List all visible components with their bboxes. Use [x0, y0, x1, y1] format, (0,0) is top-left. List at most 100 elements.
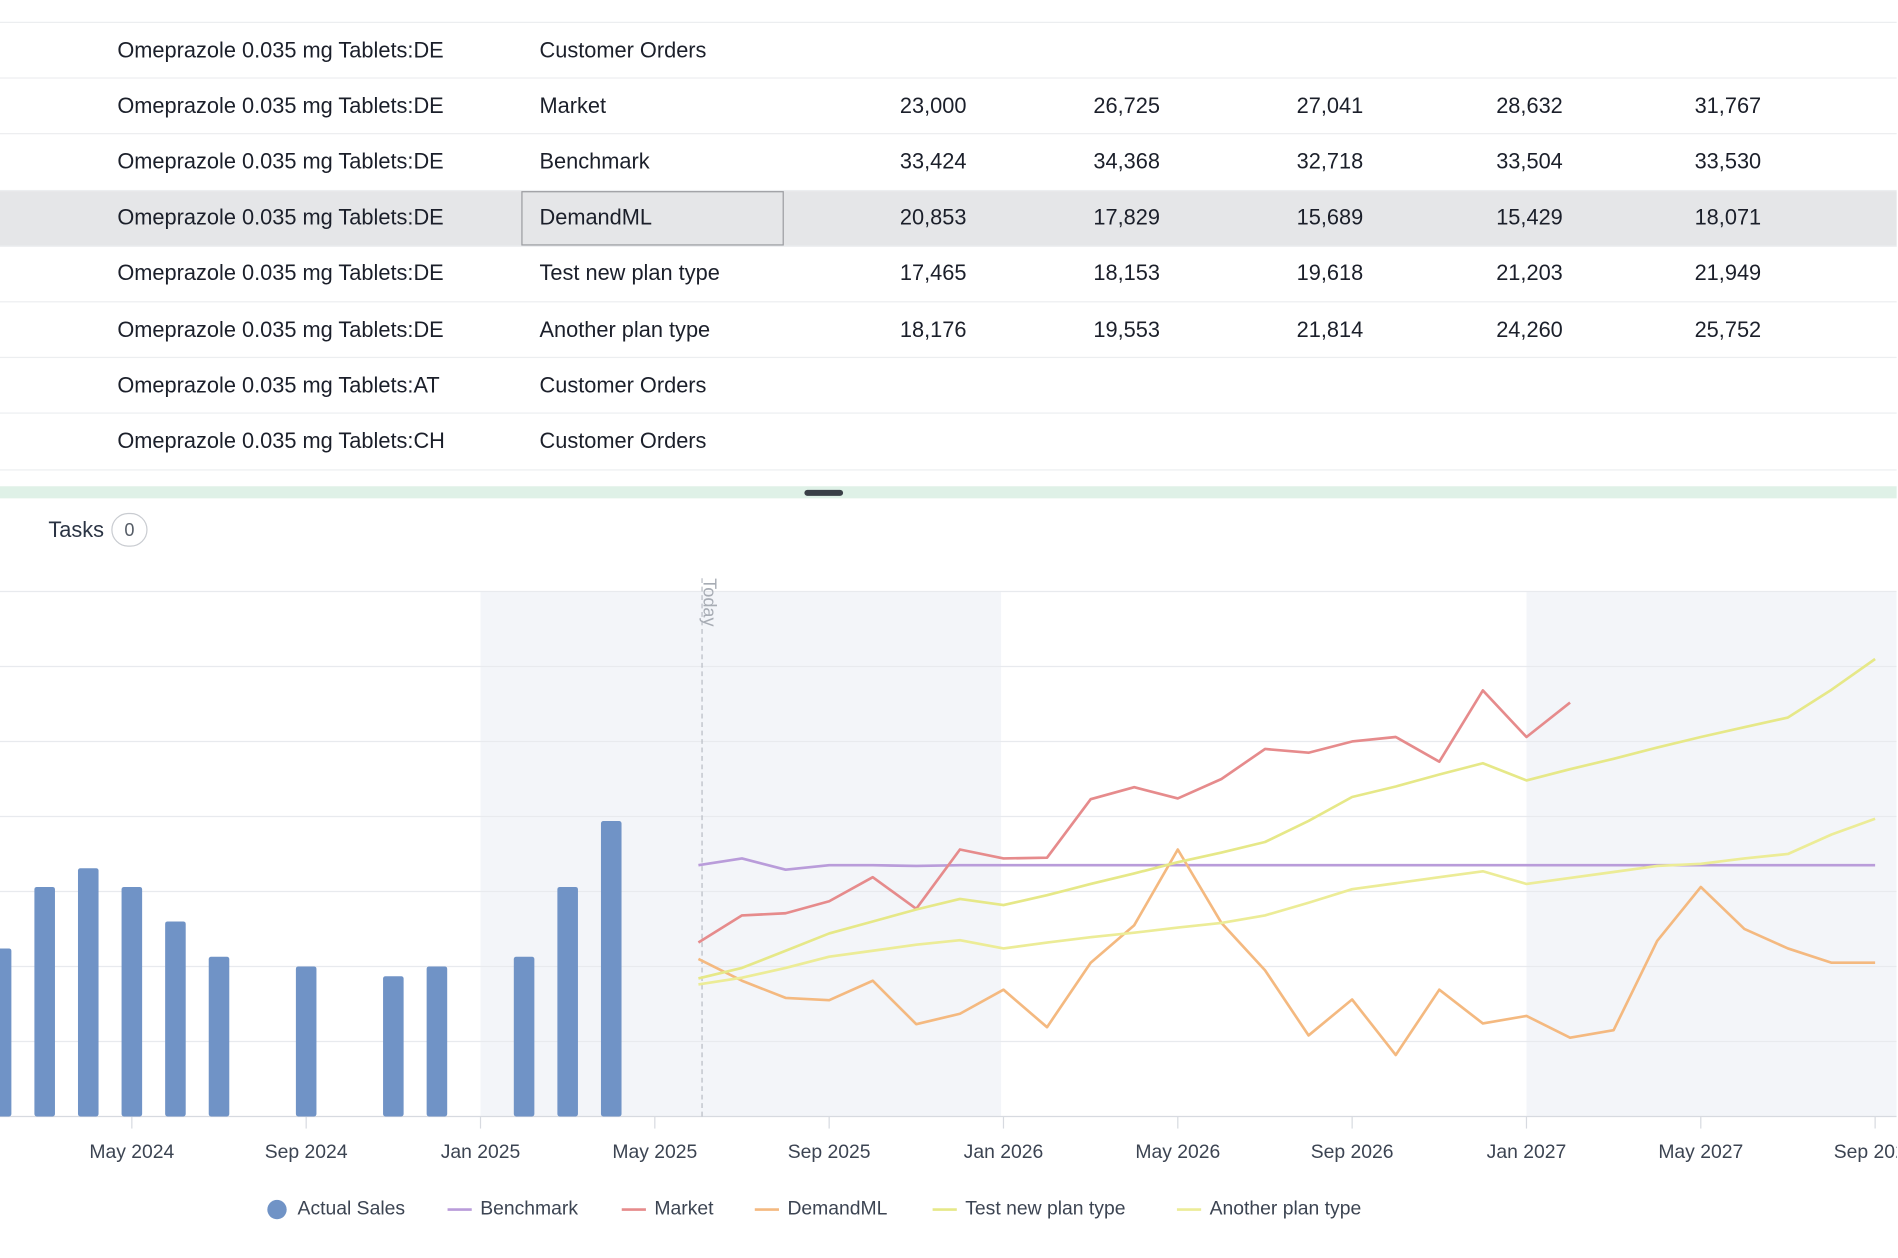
value-cell[interactable]: 33,424 — [899, 149, 967, 174]
product-cell[interactable]: Omeprazole 0.035 mg Tablets:DE — [117, 149, 444, 174]
value-cell[interactable]: 15,689 — [1296, 205, 1364, 230]
legend-item[interactable]: Another plan type — [1176, 1198, 1362, 1220]
bar — [383, 976, 404, 1117]
value-cell[interactable]: 19,553 — [1093, 316, 1161, 342]
legend-label: Benchmark — [480, 1198, 578, 1220]
product-cell[interactable]: Omeprazole 0.035 mg Tablets:AT — [117, 372, 440, 398]
splitter[interactable] — [0, 486, 1897, 499]
bar — [165, 921, 186, 1117]
plan-cell[interactable]: Another plan type — [539, 316, 711, 342]
value-cell[interactable]: 33,504 — [1496, 149, 1563, 174]
product-cell[interactable]: Omeprazole 0.035 mg Tablets:DE — [117, 93, 444, 118]
line-series — [698, 817, 1876, 986]
value-cell[interactable]: 28,632 — [1496, 93, 1563, 118]
value-cell[interactable]: 20,853 — [899, 205, 967, 230]
product-cell[interactable]: Omeprazole 0.035 mg Tablets:CH — [117, 428, 445, 453]
legend-label: Market — [654, 1198, 714, 1220]
value-cell[interactable]: 19,618 — [1296, 261, 1364, 286]
x-tick-label: Sep 2027 — [1834, 1141, 1897, 1163]
value-cell[interactable]: 21,203 — [1496, 261, 1563, 286]
product-cell[interactable]: Omeprazole 0.035 mg Tablets:DE — [117, 316, 444, 342]
tab-label[interactable]: Tasks — [48, 517, 105, 542]
value-cell[interactable]: 25,752 — [1694, 316, 1762, 342]
bar — [34, 886, 55, 1117]
table-row[interactable]: Omeprazole 0.035 mg Tablets:DE DemandML 20… — [0, 190, 1897, 247]
line-series — [697, 689, 1571, 944]
legend-label: Another plan type — [1210, 1198, 1362, 1220]
value-cell[interactable]: 33,530 — [1694, 149, 1762, 174]
value-cell[interactable]: 17,465 — [899, 261, 967, 286]
line-series — [698, 657, 1876, 980]
x-tick-label: Sep 2024 — [265, 1141, 348, 1163]
plan-cell[interactable]: Customer Orders — [539, 428, 707, 453]
x-tick-label: Sep 2026 — [1311, 1141, 1394, 1163]
selected-cell — [521, 190, 784, 246]
x-tick-label: May 2024 — [89, 1141, 174, 1163]
value-cell[interactable]: 24,260 — [1496, 316, 1563, 342]
value-cell[interactable]: 18,176 — [899, 316, 967, 342]
table-row[interactable]: Omeprazole 0.035 mg Tablets:DE Test new p… — [0, 246, 1897, 303]
legend-label: Actual Sales — [298, 1198, 406, 1220]
table-row[interactable]: Omeprazole 0.035 mg Tablets:AT Customer O… — [0, 358, 1897, 415]
value-cell[interactable]: 23,000 — [899, 93, 967, 118]
plan-cell[interactable]: Customer Orders — [539, 372, 707, 398]
table-row[interactable]: Omeprazole 0.035 mg Tablets:CH Customer O… — [0, 414, 1897, 470]
value-cell[interactable]: 18,071 — [1694, 205, 1762, 230]
bar — [513, 956, 535, 1117]
plan-cell[interactable]: Customer Orders — [539, 37, 707, 62]
value-cell[interactable]: 32,718 — [1296, 149, 1364, 174]
legend-item[interactable]: Actual Sales — [267, 1198, 405, 1220]
product-cell[interactable]: Omeprazole 0.035 mg Tablets:DE — [117, 37, 444, 62]
divider — [0, 21, 1897, 23]
today-label: Today — [699, 578, 719, 627]
legend-item[interactable]: Test new plan type — [932, 1198, 1126, 1220]
legend-label: Test new plan type — [965, 1198, 1125, 1220]
x-tick-label: Jan 2027 — [1487, 1141, 1567, 1163]
table: Omeprazole 0.035 mg Tablets:DE Customer O… — [0, 23, 1897, 470]
product-cell[interactable]: Omeprazole 0.035 mg Tablets:DE — [117, 261, 444, 286]
value-cell[interactable]: 17,829 — [1093, 205, 1161, 230]
x-tick-label: May 2025 — [612, 1141, 697, 1163]
value-cell[interactable]: 34,368 — [1093, 149, 1161, 174]
value-cell[interactable]: 27,041 — [1296, 93, 1364, 118]
value-cell[interactable]: 15,429 — [1496, 205, 1563, 230]
table-row[interactable]: Omeprazole 0.035 mg Tablets:DE Benchmark 3… — [0, 135, 1897, 191]
tab[interactable]: Tasks 0 — [48, 512, 148, 547]
product-cell[interactable]: Omeprazole 0.035 mg Tablets:DE — [117, 205, 444, 230]
legend-item[interactable]: DemandML — [754, 1198, 888, 1220]
bar — [557, 886, 578, 1117]
table-row[interactable]: Omeprazole 0.035 mg Tablets:DE Market 23,0… — [0, 79, 1897, 135]
bar — [426, 966, 448, 1117]
value-cell[interactable]: 18,153 — [1093, 261, 1161, 286]
x-tick-label: Jan 2026 — [964, 1141, 1044, 1163]
value-cell[interactable]: 21,814 — [1296, 316, 1364, 342]
x-tick-label: May 2026 — [1135, 1141, 1220, 1163]
tab-count: 0 — [111, 512, 148, 547]
value-cell[interactable]: 26,725 — [1093, 93, 1161, 118]
table-row[interactable]: Omeprazole 0.035 mg Tablets:DE Customer O… — [0, 23, 1897, 79]
period-shade — [1526, 591, 1897, 1117]
bar — [121, 886, 143, 1117]
plan-cell[interactable]: Test new plan type — [539, 261, 720, 286]
x-tick-label: Sep 2025 — [788, 1141, 871, 1163]
legend-marker — [267, 1199, 287, 1220]
value-cell[interactable]: 21,949 — [1694, 261, 1762, 286]
splitter-handle[interactable] — [804, 489, 844, 496]
table-row[interactable]: Omeprazole 0.035 mg Tablets:DE Another pl… — [0, 302, 1897, 359]
bar — [600, 820, 622, 1117]
plan-cell[interactable]: Benchmark — [539, 149, 650, 174]
x-tick-label: May 2027 — [1658, 1141, 1743, 1163]
bar — [0, 948, 12, 1117]
bar — [295, 966, 317, 1117]
legend-item[interactable]: Benchmark — [447, 1198, 579, 1220]
line-series — [697, 848, 1876, 1057]
legend-item[interactable]: Market — [621, 1198, 714, 1220]
plan-cell[interactable]: DemandML — [539, 205, 653, 230]
value-cell[interactable]: 31,767 — [1694, 93, 1762, 118]
plan-cell[interactable]: Market — [539, 93, 607, 118]
legend-label: DemandML — [787, 1198, 887, 1220]
x-tick-label: Jan 2025 — [441, 1141, 521, 1163]
